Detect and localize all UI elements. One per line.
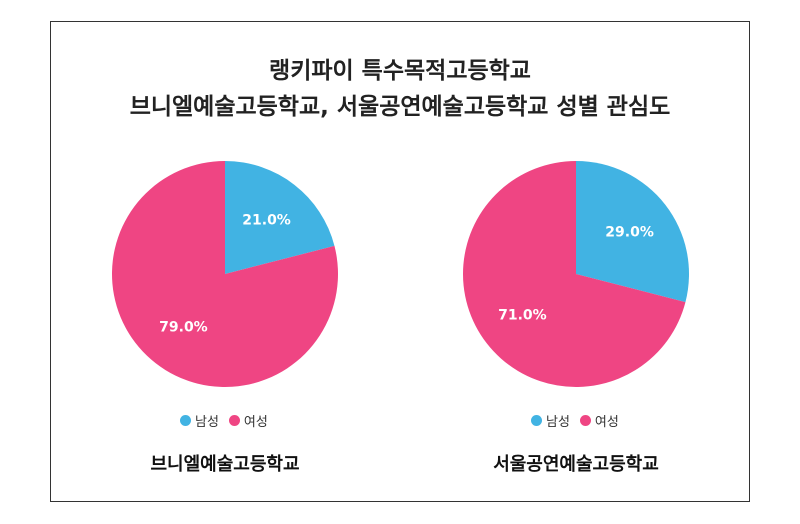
legend-label-female: 여성 [594,415,619,430]
legend-item-female: 여성 [228,411,268,430]
pie-label-female: 79.0% [159,320,208,336]
legend-dot-male [180,415,191,426]
pie-label-female: 71.0% [498,308,547,324]
pie-chart-2-title: 서울공연예술고등학교 [493,454,659,475]
pie-chart-1: 21.0% 79.0% [111,161,338,387]
legend-item-male: 남성 [531,411,570,430]
legend-1: 남성 여성 [180,411,278,430]
legend-dot-male [531,415,542,426]
legend-label-female: 여성 [243,415,268,430]
pie-slice-male [225,161,335,274]
pie-slice-male [576,161,689,303]
pie-chart-2: 29.0% 71.0% [462,161,689,387]
legend-item-male: 남성 [180,411,219,430]
chart-title-line1: 랭키파이 특수목적고등학교 [269,58,531,84]
pie-label-male: 21.0% [242,212,291,228]
legend-dot-female [228,415,240,426]
pie-slice-female [462,161,686,387]
legend-item-female: 여성 [579,411,619,430]
legend-label-male: 남성 [546,415,570,430]
pie-chart-1-title: 브니엘예술고등학교 [150,454,300,475]
legend-2: 남성 여성 [531,411,629,430]
legend-dot-female [579,415,591,426]
chart-title-line2: 브니엘예술고등학교, 서울공연예술고등학교 성별 관심도 [129,94,671,120]
legend-label-male: 남성 [195,415,219,430]
pie-label-male: 29.0% [605,224,654,240]
pie-slice-female [111,161,338,387]
